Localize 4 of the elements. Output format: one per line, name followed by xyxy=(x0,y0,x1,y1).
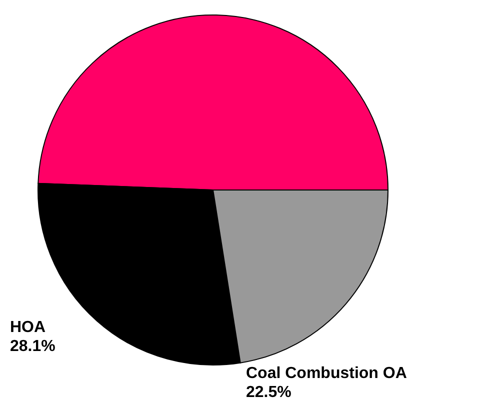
slice-label: HOA xyxy=(10,318,46,336)
data-label: 22.5% xyxy=(246,384,292,401)
slice-label: Coal Combustion OA xyxy=(246,365,408,382)
data-label: 28.1% xyxy=(10,338,56,355)
